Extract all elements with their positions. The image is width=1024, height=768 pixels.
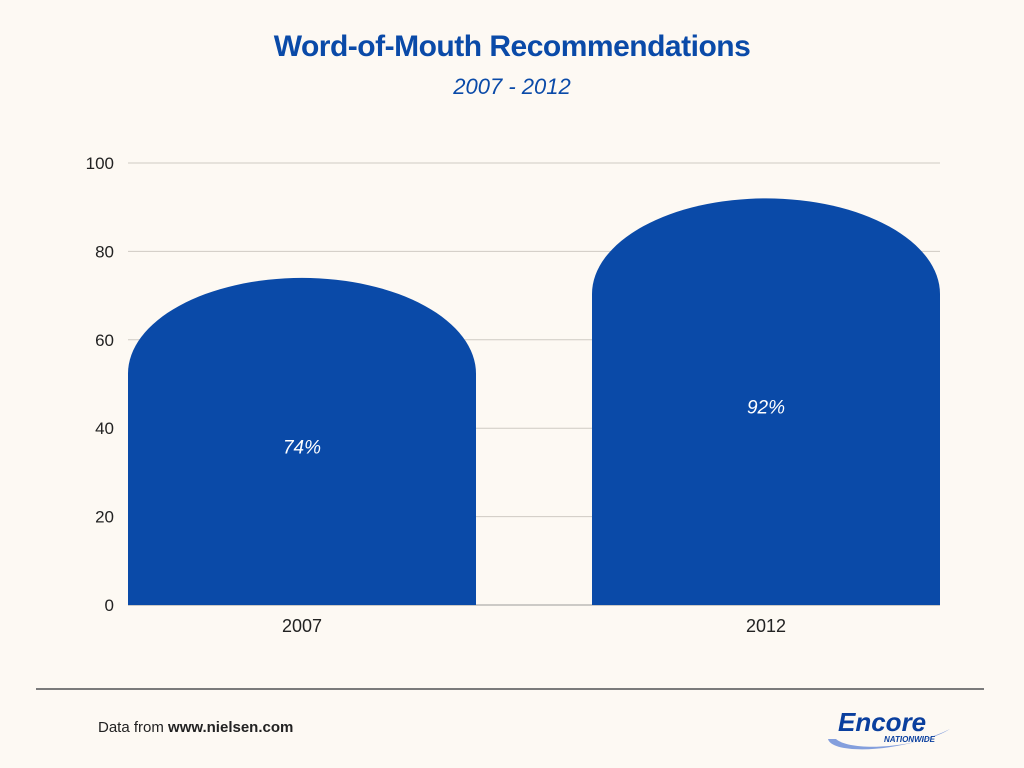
- source-url: www.nielsen.com: [168, 719, 294, 736]
- bar-chart: 0 20 40 60 80 100 74% 92% 2007 2012: [86, 154, 940, 636]
- y-tick-label: 80: [95, 242, 114, 261]
- chart-subtitle: 2007 - 2012: [453, 74, 571, 99]
- logo-wordmark: Encore: [838, 707, 926, 737]
- source-prefix: Data from: [98, 719, 169, 736]
- logo-swoosh: [828, 729, 950, 750]
- encore-logo: Encore NATIONWIDE: [828, 707, 950, 750]
- bars: 74% 92%: [128, 198, 940, 605]
- logo-tagline: NATIONWIDE: [884, 735, 936, 744]
- x-tick-label: 2012: [746, 616, 786, 636]
- bar-2012: [592, 198, 940, 605]
- y-tick-label: 20: [95, 508, 114, 527]
- x-axis: 2007 2012: [282, 616, 786, 636]
- data-label: 92%: [747, 398, 785, 419]
- y-tick-label: 100: [86, 154, 114, 173]
- y-tick-label: 60: [95, 331, 114, 350]
- y-axis: 0 20 40 60 80 100: [86, 154, 114, 615]
- data-label: 74%: [283, 437, 321, 458]
- footer-divider: [36, 688, 984, 690]
- chart-title: Word-of-Mouth Recommendations: [273, 30, 751, 63]
- x-tick-label: 2007: [282, 616, 322, 636]
- source-note: Data from www.nielsen.com: [98, 719, 293, 736]
- y-tick-label: 0: [105, 596, 114, 615]
- y-tick-label: 40: [95, 419, 114, 438]
- bar-2007: [128, 277, 476, 605]
